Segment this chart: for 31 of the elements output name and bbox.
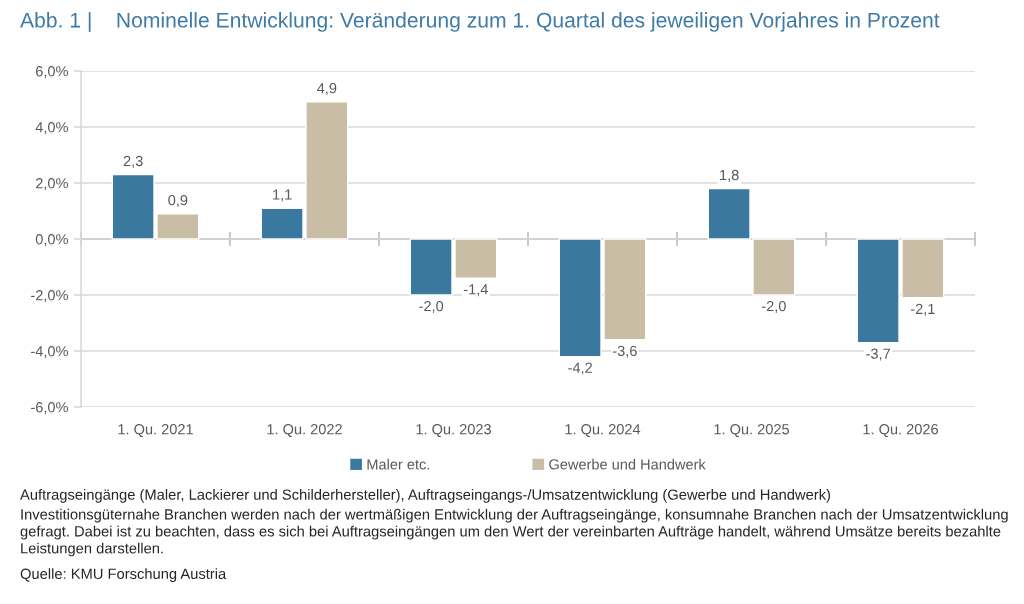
text: Auftragseingänge (Maler, Lackierer und Schilderhersteller), Auftragseingangs-/Umsatzentwicklung (Gewerbe und Handwerk) bbox=[20, 489, 831, 503]
x-tick-label: 1. Qu. 2021 bbox=[118, 424, 193, 437]
data-label: -3,7 bbox=[866, 348, 890, 361]
y-tick-label: 4,0% bbox=[35, 122, 68, 135]
y-tick-label: 0,0% bbox=[35, 234, 68, 247]
y-tick-label: 2,0% bbox=[36, 178, 68, 191]
x-tick-label: 1. Qu. 2024 bbox=[565, 424, 641, 437]
y-tick-label: -2,0% bbox=[31, 290, 68, 303]
x-tick-label: 1. Qu. 2023 bbox=[416, 424, 491, 437]
data-label: -4,2 bbox=[568, 362, 592, 375]
y-tick-label: 6,0% bbox=[36, 66, 68, 79]
text: Investitionsgüternahe Branchen werden nach der wertmäßigen Entwicklung der Auftragseingänge, konsumnahe Branchen nach der Umsatzentwicklung gefragt. Dabei ist zu beachten, dass es sich bei Auftragseingängen um den Wert der vereinbarten Aufträge handelt, während Umsätze bereits bezahlte Leistungen darstellen. bbox=[20, 508, 1008, 557]
legend-label: Gewerbe und Handwerk bbox=[549, 458, 706, 470]
data-label: 1,8 bbox=[720, 169, 739, 182]
data-label: 4,9 bbox=[317, 83, 337, 96]
data-label: 0,9 bbox=[168, 195, 188, 208]
data-label: -3,6 bbox=[612, 345, 637, 358]
y-tick-label: -4,0% bbox=[31, 346, 68, 359]
data-label: 2,3 bbox=[123, 155, 143, 168]
x-tick-label: 1. Qu. 2025 bbox=[714, 424, 789, 437]
y-tick-label: -6,0% bbox=[31, 402, 68, 415]
data-label: -2,1 bbox=[910, 303, 935, 316]
x-tick-label: 1. Qu. 2026 bbox=[863, 424, 938, 437]
source-note: Quelle: KMU Forschung Austria bbox=[20, 568, 227, 582]
data-label: -2,0 bbox=[761, 300, 786, 313]
x-tick-label: 1. Qu. 2022 bbox=[267, 424, 342, 437]
data-label: -1,4 bbox=[463, 284, 488, 297]
data-label: 1,1 bbox=[273, 189, 292, 202]
data-label: -2,0 bbox=[419, 300, 444, 313]
legend-label: Maler etc. bbox=[367, 458, 430, 470]
chart-title: Abb. 1 | Nominelle Entwicklung: Veränderung zum 1. Quartal des jeweiligen Vorjahres in Prozent bbox=[20, 12, 940, 32]
